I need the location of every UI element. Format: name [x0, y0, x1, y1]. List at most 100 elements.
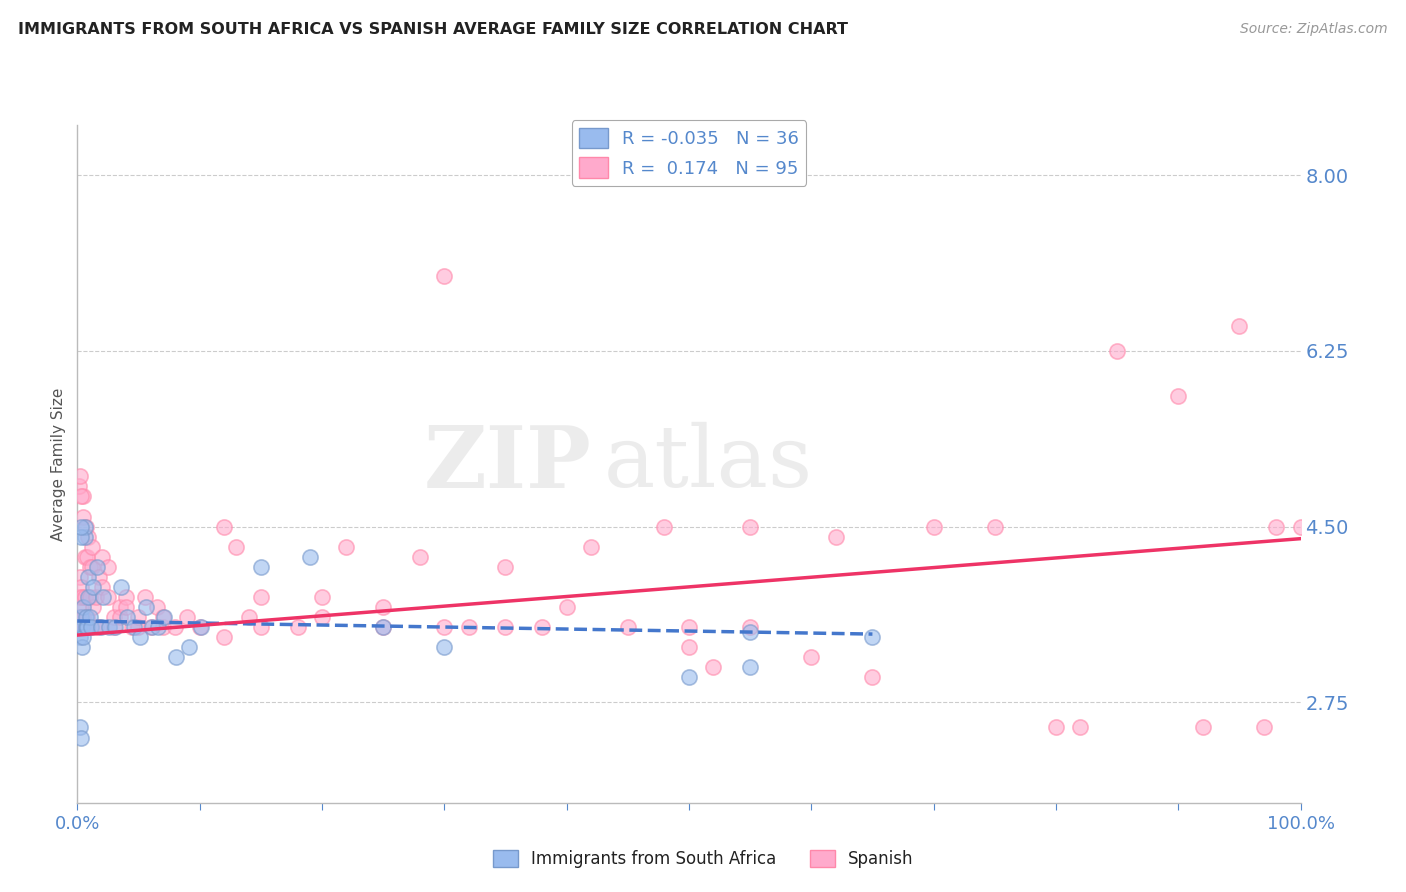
Point: [98, 620, 121, 634]
Point: [121, 620, 143, 634]
Point: [103, 620, 125, 634]
Point: [73, 530, 96, 544]
Point: [1289, 519, 1312, 533]
Point: [495, 620, 517, 634]
Point: [91, 590, 114, 604]
Point: [371, 599, 394, 614]
Point: [104, 620, 127, 634]
Point: [176, 610, 198, 624]
Point: [740, 620, 762, 634]
Point: [73, 620, 96, 634]
Point: [678, 670, 700, 684]
Point: [177, 640, 200, 654]
Point: [77, 570, 100, 584]
Point: [70, 519, 93, 533]
Point: [457, 620, 479, 634]
Point: [617, 620, 640, 634]
Point: [70, 599, 93, 614]
Point: [371, 620, 394, 634]
Point: [73, 590, 96, 604]
Point: [117, 610, 139, 624]
Point: [1229, 318, 1251, 333]
Point: [922, 519, 945, 533]
Point: [190, 620, 212, 634]
Point: [128, 630, 150, 644]
Point: [89, 620, 111, 634]
Point: [79, 559, 101, 574]
Point: [70, 620, 93, 634]
Point: [579, 540, 602, 554]
Point: [75, 620, 97, 634]
Point: [76, 549, 98, 564]
Point: [152, 620, 174, 634]
Point: [67, 610, 90, 624]
Point: [1253, 721, 1275, 735]
Point: [1265, 519, 1288, 533]
Point: [409, 549, 432, 564]
Point: [89, 570, 111, 584]
Point: [79, 610, 101, 624]
Point: [250, 590, 273, 604]
Point: [531, 620, 554, 634]
Point: [77, 530, 100, 544]
Point: [212, 519, 235, 533]
Point: [69, 630, 91, 644]
Point: [153, 610, 176, 624]
Point: [69, 469, 91, 483]
Point: [72, 490, 94, 504]
Point: [75, 610, 97, 624]
Point: [824, 530, 846, 544]
Point: [740, 660, 762, 674]
Point: [238, 610, 260, 624]
Point: [862, 670, 884, 684]
Point: [72, 610, 94, 624]
Point: [110, 580, 132, 594]
Point: [146, 599, 169, 614]
Point: [165, 620, 187, 634]
Point: [67, 479, 90, 493]
Point: [97, 559, 120, 574]
Point: [70, 580, 93, 594]
Point: [678, 620, 700, 634]
Point: [67, 620, 90, 634]
Legend: R = -0.035   N = 36, R =  0.174   N = 95: R = -0.035 N = 36, R = 0.174 N = 95: [572, 120, 806, 186]
Point: [862, 630, 884, 644]
Point: [1167, 389, 1189, 403]
Point: [77, 590, 100, 604]
Point: [141, 620, 163, 634]
Point: [225, 540, 247, 554]
Point: [188, 620, 211, 634]
Point: [84, 590, 107, 604]
Point: [70, 590, 93, 604]
Point: [82, 599, 104, 614]
Text: IMMIGRANTS FROM SOUTH AFRICA VS SPANISH AVERAGE FAMILY SIZE CORRELATION CHART: IMMIGRANTS FROM SOUTH AFRICA VS SPANISH …: [18, 22, 848, 37]
Point: [984, 519, 1007, 533]
Point: [800, 650, 823, 665]
Point: [135, 599, 157, 614]
Point: [287, 620, 309, 634]
Point: [90, 620, 112, 634]
Point: [127, 610, 149, 624]
Point: [152, 610, 174, 624]
Point: [84, 620, 107, 634]
Point: [69, 721, 91, 735]
Point: [72, 599, 94, 614]
Point: [433, 620, 456, 634]
Point: [1069, 721, 1091, 735]
Point: [70, 530, 93, 544]
Point: [69, 620, 91, 634]
Point: [212, 630, 235, 644]
Point: [108, 610, 131, 624]
Point: [433, 640, 456, 654]
Point: [70, 490, 93, 504]
Point: [371, 620, 394, 634]
Point: [86, 559, 108, 574]
Point: [90, 580, 112, 594]
Point: [73, 519, 96, 533]
Point: [311, 610, 333, 624]
Point: [740, 625, 762, 640]
Point: [82, 580, 104, 594]
Point: [97, 590, 120, 604]
Point: [127, 620, 149, 634]
Point: [67, 590, 90, 604]
